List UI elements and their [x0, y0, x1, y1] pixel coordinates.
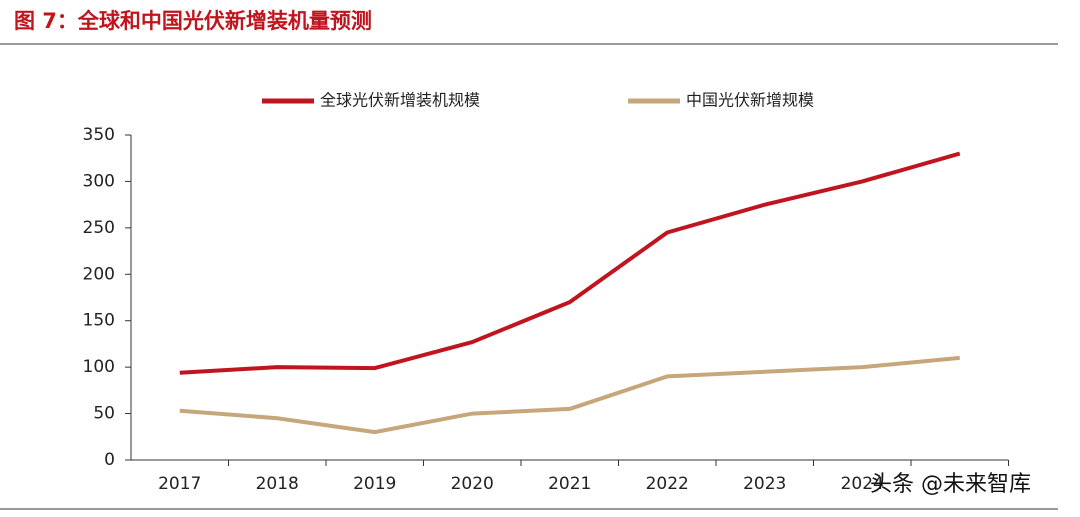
x-tick-label: 2019: [353, 474, 396, 494]
y-tick-label: 0: [104, 450, 115, 470]
y-tick-label: 250: [83, 218, 115, 238]
series-line: [179, 355, 960, 435]
y-tick-label: 50: [93, 404, 115, 424]
chart-title: 图 7：全球和中国光伏新增装机量预测: [14, 9, 372, 33]
legend-label: 全球光伏新增装机规模: [320, 91, 480, 110]
watermark: 头条 @未来智库: [870, 472, 1031, 497]
legend-label: 中国光伏新增规模: [686, 91, 814, 110]
x-tick-label: 2017: [158, 474, 201, 494]
y-tick-label: 200: [83, 264, 115, 284]
y-tick-label: 100: [83, 357, 115, 377]
y-tick-label: 300: [83, 171, 115, 191]
y-tick-label: 150: [83, 311, 115, 331]
x-tick-label: 2018: [256, 474, 299, 494]
x-tick-label: 2022: [646, 474, 689, 494]
x-tick-label: 2020: [451, 474, 494, 494]
x-tick-label: 2023: [743, 474, 786, 494]
x-tick-label: 2021: [548, 474, 591, 494]
x-tick-label: 2024: [841, 474, 884, 494]
series-line: [179, 151, 961, 375]
y-tick-label: 350: [83, 125, 115, 145]
